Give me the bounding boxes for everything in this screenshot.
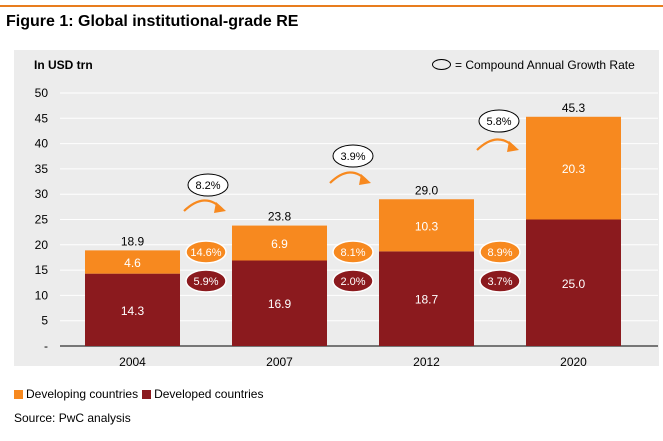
- legend-label-developing: Developing countries: [26, 387, 139, 401]
- cagr-developing-ellipse: [479, 240, 521, 264]
- x-tick-label: 2004: [119, 355, 146, 369]
- y-tick-label: 20: [35, 238, 49, 252]
- y-tick-label: 50: [35, 86, 49, 100]
- legend-swatch-developed: [142, 389, 152, 399]
- cagr-developed-ellipse: [332, 269, 374, 293]
- cagr-developed-label: 2.0%: [340, 276, 365, 288]
- bar-developing: [379, 199, 474, 252]
- cagr-developing-ellipse: [185, 240, 227, 264]
- cagr-total-label: 3.9%: [340, 151, 365, 163]
- cagr-developed-label: 5.9%: [193, 276, 218, 288]
- data-label-developing: 10.3: [415, 219, 439, 233]
- unit-label: In USD trn: [34, 58, 93, 72]
- cagr-developed-ellipse: [185, 269, 227, 293]
- y-tick-label: 10: [35, 288, 49, 302]
- data-label-developed: 14.3: [121, 304, 145, 318]
- y-tick-label: 35: [35, 162, 49, 176]
- y-tick-label: -: [44, 339, 48, 353]
- legend-item-developing: Developing countries: [14, 387, 138, 401]
- cagr-key-label: = Compound Annual Growth Rate: [455, 58, 635, 72]
- x-tick-label: 2012: [413, 355, 440, 369]
- cagr-developing-ellipse: [332, 240, 374, 264]
- data-label-total: 23.8: [268, 210, 292, 224]
- legend: Developing countries Developed countries: [14, 387, 267, 401]
- data-label-developed: 16.9: [268, 297, 292, 311]
- bar-developing: [85, 250, 180, 274]
- data-label-total: 45.3: [562, 101, 586, 115]
- y-tick-label: 25: [35, 213, 49, 227]
- data-label-total: 18.9: [121, 234, 145, 248]
- data-label-developed: 18.7: [415, 293, 439, 307]
- cagr-arrow-head: [359, 174, 371, 185]
- cagr-total-label: 8.2%: [195, 180, 220, 192]
- data-label-developing: 20.3: [562, 162, 586, 176]
- cagr-arrow-head: [507, 141, 519, 152]
- cagr-total-label: 5.8%: [486, 116, 511, 128]
- bar-developed: [379, 251, 474, 346]
- data-label-total: 29.0: [415, 183, 439, 197]
- source-note: Source: PwC analysis: [14, 411, 131, 425]
- cagr-total-ellipse: [187, 173, 229, 197]
- y-tick-label: 30: [35, 187, 49, 201]
- bar-developed: [232, 260, 327, 346]
- legend-item-developed: Developed countries: [142, 387, 263, 401]
- data-label-developing: 6.9: [271, 237, 288, 251]
- legend-label-developed: Developed countries: [154, 387, 264, 401]
- cagr-ellipse-icon: [432, 59, 451, 70]
- data-label-developed: 25.0: [562, 277, 586, 291]
- legend-swatch-developing: [14, 389, 23, 399]
- x-tick-label: 2007: [266, 355, 293, 369]
- title-rule: [0, 5, 663, 7]
- cagr-developed-label: 3.7%: [487, 276, 512, 288]
- y-tick-label: 15: [35, 263, 49, 277]
- cagr-developing-label: 8.9%: [487, 247, 512, 259]
- bar-developed: [526, 219, 621, 346]
- bar-developed: [85, 273, 180, 346]
- cagr-developed-ellipse: [479, 269, 521, 293]
- cagr-developing-label: 8.1%: [340, 247, 365, 259]
- y-tick-label: 5: [41, 314, 48, 328]
- cagr-arrow-head: [214, 202, 226, 213]
- x-tick-label: 2020: [560, 355, 587, 369]
- figure-title: Figure 1: Global institutional-grade RE: [6, 13, 299, 30]
- cagr-key: = Compound Annual Growth Rate: [432, 58, 635, 72]
- cagr-total-ellipse: [332, 144, 374, 168]
- cagr-total-ellipse: [478, 109, 520, 133]
- bar-developing: [526, 116, 621, 220]
- y-tick-label: 45: [35, 111, 49, 125]
- cagr-developing-label: 14.6%: [190, 247, 221, 259]
- y-tick-label: 40: [35, 137, 49, 151]
- bar-developing: [232, 225, 327, 261]
- data-label-developing: 4.6: [124, 256, 141, 270]
